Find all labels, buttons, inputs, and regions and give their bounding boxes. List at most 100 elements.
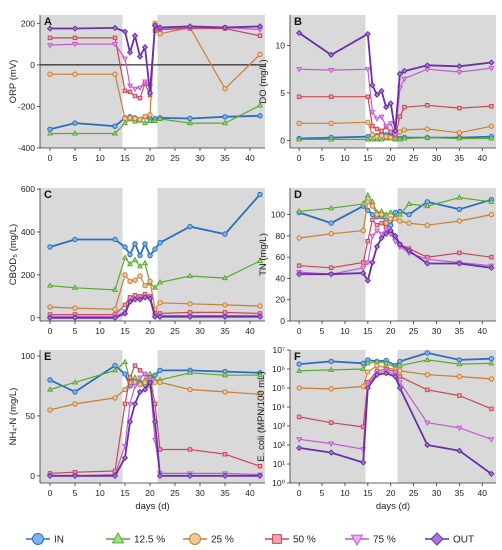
data-point — [365, 369, 371, 375]
data-point — [396, 211, 403, 217]
data-point — [146, 379, 154, 386]
data-point — [112, 395, 118, 401]
data-point — [488, 376, 495, 382]
data-point — [137, 116, 143, 123]
x-tick-label: 5 — [73, 488, 78, 498]
data-point — [328, 420, 334, 425]
data-point — [47, 244, 53, 250]
data-point — [141, 386, 149, 393]
data-point — [488, 211, 495, 218]
data-point — [137, 273, 143, 279]
y-axis-label: E. coli (MPN/100 mL) — [256, 371, 267, 461]
data-point — [383, 227, 390, 233]
data-point — [328, 265, 334, 271]
data-point — [378, 114, 385, 121]
legend-label: 75 % — [373, 535, 396, 546]
x-tick-label: 30 — [195, 326, 205, 336]
data-point — [221, 472, 229, 479]
legend-marker — [111, 531, 125, 544]
x-tick-label: 40 — [245, 326, 255, 336]
data-point — [257, 463, 263, 469]
data-point — [405, 200, 413, 206]
data-point — [137, 382, 143, 388]
x-tick-label: 15 — [363, 153, 373, 163]
data-point — [369, 109, 376, 116]
data-point — [328, 231, 334, 237]
panel-E: 0 50 100 0 5 10 15 20 25 30 35 40 E NH₄-N (mg/L) days … — [8, 350, 265, 512]
data-point — [369, 259, 376, 266]
data-point — [122, 88, 128, 94]
x-tick-label: 30 — [195, 153, 205, 163]
data-point — [256, 23, 264, 30]
data-point — [127, 89, 133, 95]
data-point — [364, 191, 371, 198]
data-point — [111, 472, 119, 479]
x-tick-label: 20 — [386, 326, 396, 336]
x-tick-label: 40 — [245, 153, 255, 163]
data-point — [131, 383, 139, 390]
data-point — [157, 31, 163, 37]
y-tick-label: 40 — [276, 273, 286, 283]
data-point — [387, 121, 394, 127]
data-point — [71, 42, 79, 48]
data-point — [392, 232, 399, 240]
data-point — [157, 447, 163, 452]
data-point — [111, 24, 119, 32]
data-point — [156, 472, 164, 479]
series-out — [296, 370, 495, 478]
data-point — [141, 79, 149, 85]
data-point — [142, 282, 148, 289]
data-point — [221, 371, 229, 378]
data-point — [383, 104, 390, 111]
data-point — [136, 388, 144, 396]
data-point — [360, 269, 367, 277]
data-point — [157, 367, 163, 374]
series-out — [46, 294, 264, 321]
data-point — [122, 401, 128, 407]
data-point — [360, 383, 366, 390]
data-point — [72, 305, 78, 311]
data-point — [369, 132, 376, 138]
x-tick-label: 30 — [432, 153, 442, 163]
data-point — [328, 386, 334, 392]
data-point — [296, 444, 303, 452]
legend-label: 12.5 % — [134, 535, 165, 546]
data-point — [131, 374, 139, 380]
legend-label: OUT — [453, 535, 474, 546]
data-point — [328, 68, 335, 74]
x-tick-label: 10 — [95, 153, 105, 163]
y-tick-label: 0 — [30, 313, 35, 323]
data-point — [47, 304, 53, 310]
data-point — [364, 260, 371, 266]
data-point — [392, 127, 399, 135]
data-point — [47, 407, 53, 413]
data-point — [370, 217, 375, 223]
x-tick-label: 15 — [120, 326, 130, 336]
x-tick-label: 40 — [478, 326, 488, 336]
data-point — [373, 243, 381, 250]
data-point — [221, 119, 229, 126]
x-tick-label: 10 — [340, 488, 350, 498]
data-point — [378, 211, 385, 218]
data-point — [296, 271, 303, 278]
x-tick-label: 20 — [386, 153, 396, 163]
data-point — [222, 86, 228, 92]
data-point — [126, 298, 134, 305]
data-point — [46, 43, 54, 49]
data-point — [383, 230, 390, 237]
data-point — [146, 89, 154, 97]
data-point — [456, 373, 463, 380]
data-point — [364, 359, 371, 366]
data-point — [256, 371, 264, 378]
shaded-region — [397, 15, 496, 148]
data-point — [296, 29, 303, 37]
data-point — [457, 393, 462, 398]
data-point — [132, 93, 138, 99]
data-point — [151, 313, 159, 320]
x-tick-label: 5 — [73, 326, 78, 336]
data-point — [397, 114, 403, 119]
data-point — [136, 53, 144, 60]
data-point — [396, 380, 403, 386]
shaded-region — [397, 350, 496, 483]
data-point — [369, 136, 376, 142]
